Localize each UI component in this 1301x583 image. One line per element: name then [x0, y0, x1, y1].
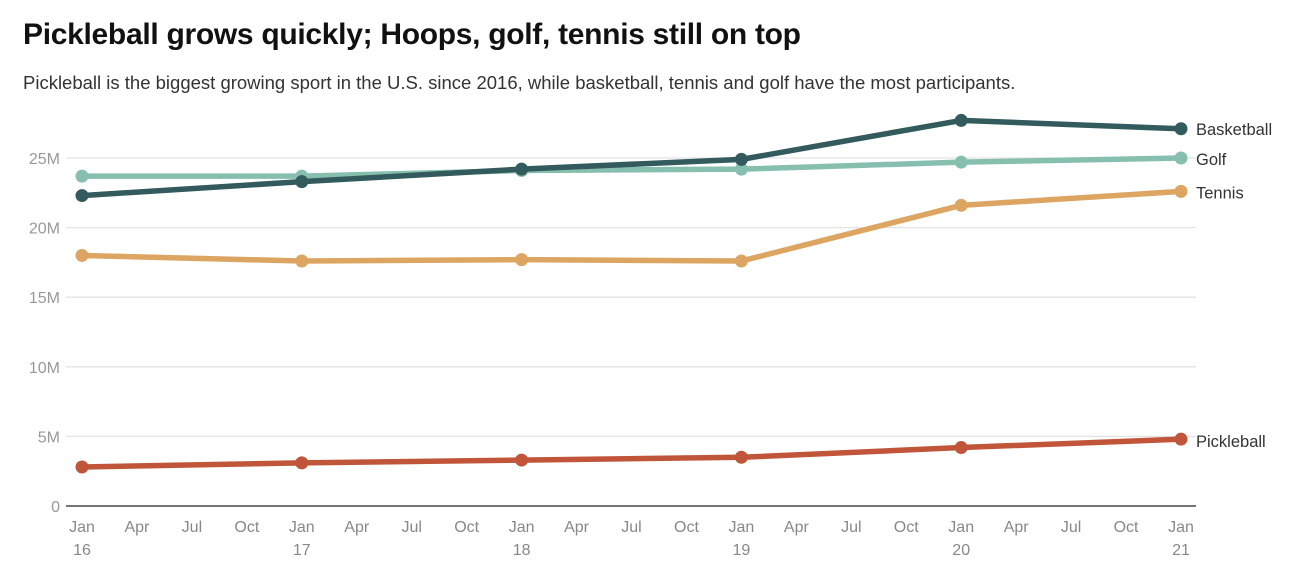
x-tick-label: Oct [234, 519, 259, 536]
line-tennis [79, 188, 1184, 264]
series-labels: Golf Tennis Pickleball Basketball [1196, 121, 1272, 451]
data-point-tennis [734, 254, 748, 268]
x-tick-year-label: 17 [293, 542, 311, 559]
data-point-pickleball [734, 450, 748, 464]
x-axis: Jan 16 Apr Jul Oct Jan 17 Apr Jul Oct Jan 18 Apr Jul O… [66, 505, 1196, 559]
series-basketball [75, 113, 1188, 203]
x-tick-label: Jan [948, 519, 974, 536]
data-point-tennis [954, 198, 968, 212]
x-tick-label: Apr [564, 519, 590, 536]
data-point-pickleball [1174, 432, 1188, 446]
line-basketball [79, 117, 1184, 199]
y-tick-label: 20M [29, 221, 60, 238]
data-point-pickleball [75, 460, 89, 474]
x-tick-label: Oct [454, 519, 479, 536]
series-label-pickleball: Pickleball [1196, 433, 1266, 451]
x-tick-year-label: 20 [952, 542, 970, 559]
y-tick-label: 0 [51, 499, 60, 516]
data-point-golf [734, 162, 748, 176]
x-tick-label: Apr [344, 519, 370, 536]
data-point-pickleball [515, 453, 529, 467]
y-tick-label: 25M [29, 151, 60, 168]
data-point-golf [1174, 151, 1188, 165]
series-tennis [75, 184, 1188, 268]
data-point-basketball [295, 175, 309, 189]
data-point-basketball [954, 113, 968, 127]
data-point-tennis [75, 248, 89, 262]
data-point-basketball [515, 162, 529, 176]
data-point-tennis [295, 254, 309, 268]
x-tick-label: Apr [784, 519, 810, 536]
x-tick-year-label: 18 [513, 542, 531, 559]
data-point-basketball [734, 152, 748, 166]
x-tick-label: Jan [509, 519, 535, 536]
y-axis: 0 5M 10M 15M 20M 25M [29, 151, 60, 516]
data-point-golf [954, 155, 968, 169]
series-golf [75, 151, 1188, 183]
x-tick-label: Oct [1114, 519, 1139, 536]
data-point-pickleball [954, 441, 968, 455]
gridlines [66, 157, 1196, 438]
x-tick-year-label: 19 [733, 542, 751, 559]
x-tick-label: Jul [182, 519, 202, 536]
x-tick-year-label: 16 [73, 542, 91, 559]
x-tick-year-label: 21 [1172, 542, 1190, 559]
x-tick-label: Oct [894, 519, 919, 536]
chart-subtitle: Pickleball is the biggest growing sport … [23, 72, 1016, 93]
data-point-basketball [75, 189, 89, 203]
series-label-tennis: Tennis [1196, 184, 1244, 202]
data-point-golf [75, 169, 89, 183]
x-tick-label: Jan [1168, 519, 1194, 536]
x-tick-label: Jan [69, 519, 95, 536]
y-tick-label: 15M [29, 290, 60, 307]
x-tick-label: Apr [124, 519, 150, 536]
line-golf [79, 155, 1184, 179]
x-tick-label: Jul [401, 519, 421, 536]
x-tick-label: Apr [1004, 519, 1030, 536]
data-point-tennis [515, 253, 529, 267]
series-pickleball [75, 432, 1188, 474]
chart-title: Pickleball grows quickly; Hoops, golf, t… [23, 18, 801, 51]
series-label-basketball: Basketball [1196, 121, 1272, 139]
y-tick-label: 5M [38, 429, 60, 446]
x-tick-label: Jul [841, 519, 861, 536]
series-label-golf: Golf [1196, 151, 1227, 169]
y-tick-label: 10M [29, 360, 60, 377]
data-point-pickleball [295, 456, 309, 470]
x-tick-label: Jul [621, 519, 641, 536]
series-lines [75, 113, 1188, 474]
x-tick-label: Jul [1061, 519, 1081, 536]
data-point-tennis [1174, 184, 1188, 198]
x-tick-label: Oct [674, 519, 699, 536]
x-tick-label: Jan [289, 519, 315, 536]
data-point-basketball [1174, 122, 1188, 136]
line-pickleball [79, 436, 1184, 470]
x-tick-label: Jan [729, 519, 755, 536]
